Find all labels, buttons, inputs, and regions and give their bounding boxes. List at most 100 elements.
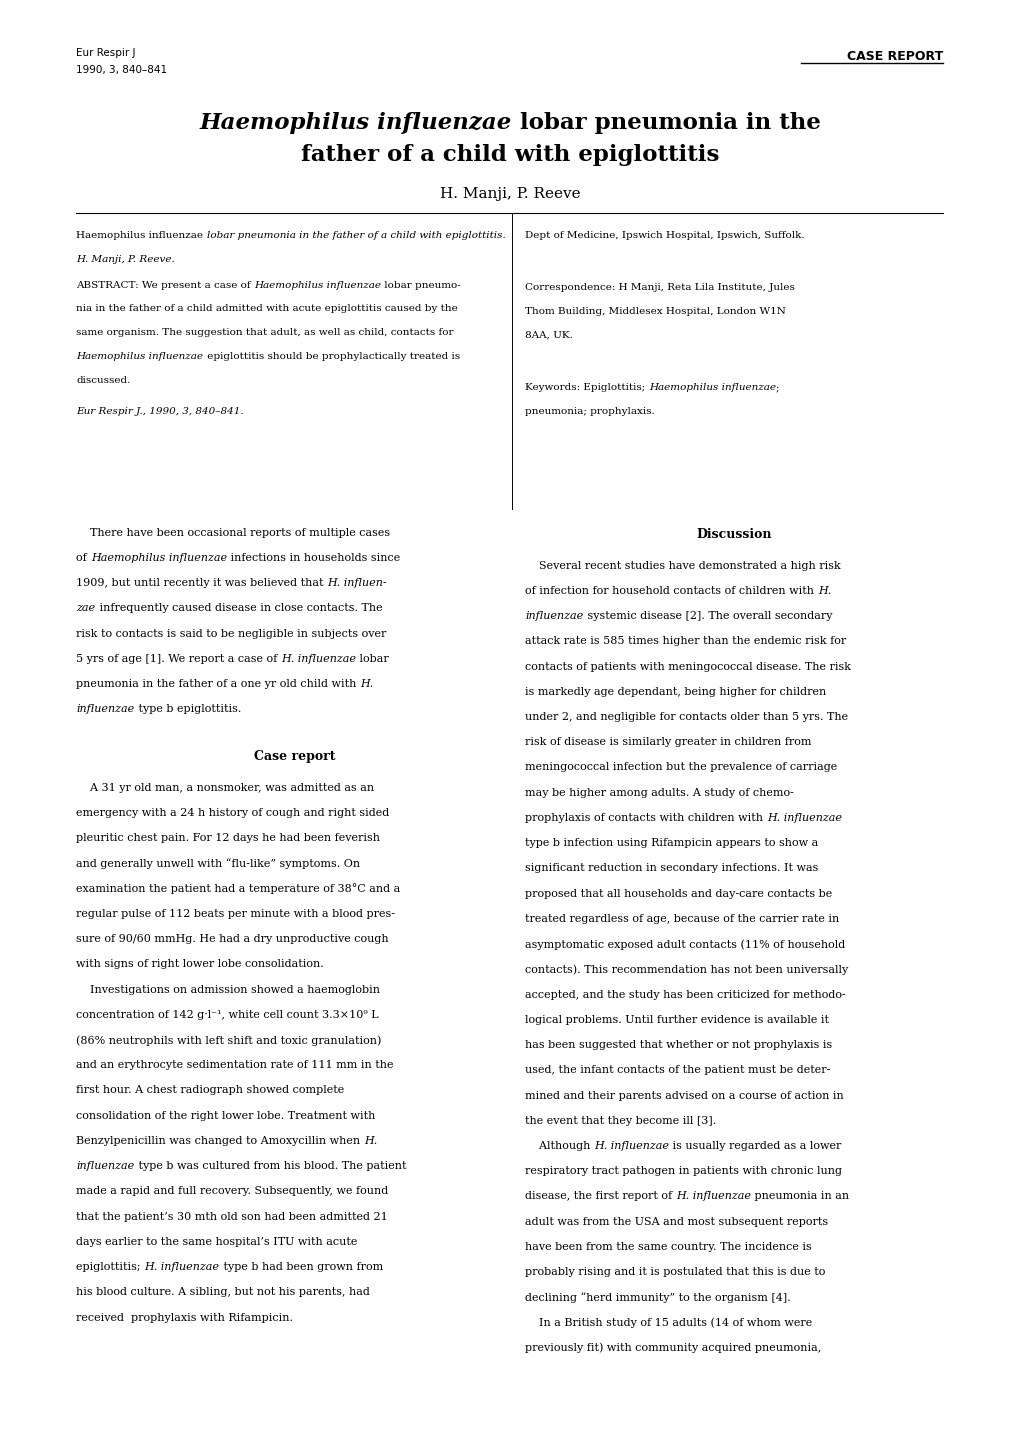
Text: received  prophylaxis with Rifampicin.: received prophylaxis with Rifampicin.: [76, 1312, 293, 1322]
Text: H. influenzae: H. influenzae: [594, 1141, 668, 1151]
Text: H. influenzae: H. influenzae: [145, 1262, 219, 1272]
Text: H.: H.: [364, 1136, 377, 1146]
Text: Dept of Medicine, Ipswich Hospital, Ipswich, Suffolk.: Dept of Medicine, Ipswich Hospital, Ipsw…: [525, 231, 804, 239]
Text: type b was cultured from his blood. The patient: type b was cultured from his blood. The …: [135, 1161, 406, 1171]
Text: is markedly age dependant, being higher for children: is markedly age dependant, being higher …: [525, 686, 825, 696]
Text: that the patient’s 30 mth old son had been admitted 21: that the patient’s 30 mth old son had be…: [76, 1211, 388, 1221]
Text: significant reduction in secondary infections. It was: significant reduction in secondary infec…: [525, 864, 818, 874]
Text: disease, the first report of: disease, the first report of: [525, 1191, 676, 1201]
Text: probably rising and it is postulated that this is due to: probably rising and it is postulated tha…: [525, 1268, 824, 1278]
Text: Benzylpenicillin was changed to Amoxycillin when: Benzylpenicillin was changed to Amoxycil…: [76, 1136, 364, 1146]
Text: sure of 90/60 mmHg. He had a dry unproductive cough: sure of 90/60 mmHg. He had a dry unprodu…: [76, 934, 388, 945]
Text: (86% neutrophils with left shift and toxic granulation): (86% neutrophils with left shift and tox…: [76, 1035, 381, 1045]
Text: Haemophilus influenzae: Haemophilus influenzae: [254, 281, 381, 290]
Text: lobar pneumonia in the: lobar pneumonia in the: [512, 112, 819, 134]
Text: 8AA, UK.: 8AA, UK.: [525, 330, 573, 340]
Text: discussed.: discussed.: [76, 376, 130, 385]
Text: type b epiglottitis.: type b epiglottitis.: [135, 704, 240, 714]
Text: respiratory tract pathogen in patients with chronic lung: respiratory tract pathogen in patients w…: [525, 1167, 842, 1177]
Text: and generally unwell with “flu-like” symptoms. On: and generally unwell with “flu-like” sym…: [76, 858, 361, 870]
Text: Case report: Case report: [254, 750, 334, 763]
Text: There have been occasional reports of multiple cases: There have been occasional reports of mu…: [76, 528, 390, 538]
Text: contacts). This recommendation has not been universally: contacts). This recommendation has not b…: [525, 965, 848, 975]
Text: first hour. A chest radiograph showed complete: first hour. A chest radiograph showed co…: [76, 1086, 344, 1096]
Text: Several recent studies have demonstrated a high risk: Several recent studies have demonstrated…: [525, 561, 841, 571]
Text: prophylaxis of contacts with children with: prophylaxis of contacts with children wi…: [525, 813, 766, 823]
Text: Haemophilus influenzae: Haemophilus influenzae: [76, 231, 207, 239]
Text: H. influen-: H. influen-: [327, 578, 387, 588]
Text: the event that they become ill [3].: the event that they become ill [3].: [525, 1116, 716, 1126]
Text: of: of: [76, 552, 91, 562]
Text: pneumonia in the father of a one yr old child with: pneumonia in the father of a one yr old …: [76, 679, 360, 689]
Text: influenzae: influenzae: [525, 611, 583, 622]
Text: made a rapid and full recovery. Subsequently, we found: made a rapid and full recovery. Subseque…: [76, 1187, 388, 1197]
Text: lobar: lobar: [356, 653, 388, 663]
Text: Although: Although: [525, 1141, 594, 1151]
Text: risk to contacts is said to be negligible in subjects over: risk to contacts is said to be negligibl…: [76, 629, 386, 639]
Text: Haemophilus influenzae: Haemophilus influenzae: [648, 384, 775, 392]
Text: emergency with a 24 h history of cough and right sided: emergency with a 24 h history of cough a…: [76, 808, 389, 818]
Text: ;: ;: [775, 384, 779, 392]
Text: Thom Building, Middlesex Hospital, London W1N: Thom Building, Middlesex Hospital, Londo…: [525, 307, 786, 316]
Text: systemic disease [2]. The overall secondary: systemic disease [2]. The overall second…: [583, 611, 832, 622]
Text: lobar pneumo-: lobar pneumo-: [381, 281, 461, 290]
Text: declining “herd immunity” to the organism [4].: declining “herd immunity” to the organis…: [525, 1292, 791, 1304]
Text: previously fit) with community acquired pneumonia,: previously fit) with community acquired …: [525, 1343, 820, 1354]
Text: pneumonia in an: pneumonia in an: [750, 1191, 848, 1201]
Text: 1990, 3, 840–841: 1990, 3, 840–841: [76, 65, 167, 75]
Text: accepted, and the study has been criticized for methodo-: accepted, and the study has been critici…: [525, 989, 845, 999]
Text: his blood culture. A sibling, but not his parents, had: his blood culture. A sibling, but not hi…: [76, 1288, 370, 1298]
Text: contacts of patients with meningococcal disease. The risk: contacts of patients with meningococcal …: [525, 662, 851, 672]
Text: consolidation of the right lower lobe. Treatment with: consolidation of the right lower lobe. T…: [76, 1110, 376, 1120]
Text: Eur Respir J., 1990, 3, 840–841.: Eur Respir J., 1990, 3, 840–841.: [76, 407, 244, 415]
Text: 5 yrs of age [1]. We report a case of: 5 yrs of age [1]. We report a case of: [76, 653, 281, 663]
Text: attack rate is 585 times higher than the endemic risk for: attack rate is 585 times higher than the…: [525, 636, 846, 646]
Text: infections in households since: infections in households since: [226, 552, 399, 562]
Text: A 31 yr old man, a nonsmoker, was admitted as an: A 31 yr old man, a nonsmoker, was admitt…: [76, 783, 374, 793]
Text: same organism. The suggestion that adult, as well as child, contacts for: same organism. The suggestion that adult…: [76, 329, 453, 337]
Text: CASE REPORT: CASE REPORT: [847, 50, 943, 63]
Text: pneumonia; prophylaxis.: pneumonia; prophylaxis.: [525, 407, 654, 415]
Text: treated regardless of age, because of the carrier rate in: treated regardless of age, because of th…: [525, 914, 839, 924]
Text: Haemophilus influenzae: Haemophilus influenzae: [76, 352, 204, 360]
Text: regular pulse of 112 beats per minute with a blood pres-: regular pulse of 112 beats per minute wi…: [76, 908, 395, 919]
Text: ABSTRACT: We present a case of: ABSTRACT: We present a case of: [76, 281, 254, 290]
Text: H. Manji, P. Reeve.: H. Manji, P. Reeve.: [76, 254, 175, 264]
Text: Haemophilus influenzae: Haemophilus influenzae: [91, 552, 226, 562]
Text: infrequently caused disease in close contacts. The: infrequently caused disease in close con…: [96, 603, 382, 613]
Text: examination the patient had a temperature of 38°C and a: examination the patient had a temperatur…: [76, 884, 400, 894]
Text: Haemophilus influenzae: Haemophilus influenzae: [200, 112, 512, 134]
Text: adult was from the USA and most subsequent reports: adult was from the USA and most subseque…: [525, 1217, 827, 1227]
Text: influenzae: influenzae: [76, 1161, 135, 1171]
Text: and an erythrocyte sedimentation rate of 111 mm in the: and an erythrocyte sedimentation rate of…: [76, 1060, 393, 1070]
Text: Discussion: Discussion: [696, 528, 771, 541]
Text: H. influenzae: H. influenzae: [281, 653, 356, 663]
Text: mined and their parents advised on a course of action in: mined and their parents advised on a cou…: [525, 1090, 844, 1100]
Text: zae: zae: [76, 603, 96, 613]
Text: may be higher among adults. A study of chemo-: may be higher among adults. A study of c…: [525, 787, 794, 797]
Text: 1909, but until recently it was believed that: 1909, but until recently it was believed…: [76, 578, 327, 588]
Text: H. influenzae: H. influenzae: [676, 1191, 750, 1201]
Text: under 2, and negligible for contacts older than 5 yrs. The: under 2, and negligible for contacts old…: [525, 712, 848, 722]
Text: meningococcal infection but the prevalence of carriage: meningococcal infection but the prevalen…: [525, 763, 837, 773]
Text: In a British study of 15 adults (14 of whom were: In a British study of 15 adults (14 of w…: [525, 1318, 812, 1328]
Text: epiglottitis;: epiglottitis;: [76, 1262, 145, 1272]
Text: H.: H.: [360, 679, 373, 689]
Text: of infection for household contacts of children with: of infection for household contacts of c…: [525, 585, 817, 596]
Text: used, the infant contacts of the patient must be deter-: used, the infant contacts of the patient…: [525, 1066, 829, 1076]
Text: nia in the father of a child admitted with acute epiglottitis caused by the: nia in the father of a child admitted wi…: [76, 304, 458, 313]
Text: days earlier to the same hospital’s ITU with acute: days earlier to the same hospital’s ITU …: [76, 1237, 358, 1247]
Text: have been from the same country. The incidence is: have been from the same country. The inc…: [525, 1242, 811, 1252]
Text: type b had been grown from: type b had been grown from: [219, 1262, 382, 1272]
Text: proposed that all households and day-care contacts be: proposed that all households and day-car…: [525, 888, 832, 898]
Text: has been suggested that whether or not prophylaxis is: has been suggested that whether or not p…: [525, 1040, 832, 1050]
Text: Keywords: Epiglottitis;: Keywords: Epiglottitis;: [525, 384, 648, 392]
Text: influenzae: influenzae: [76, 704, 135, 714]
Text: Eur Respir J: Eur Respir J: [76, 48, 136, 58]
Text: H. Manji, P. Reeve: H. Manji, P. Reeve: [439, 187, 580, 202]
Text: type b infection using Rifampicin appears to show a: type b infection using Rifampicin appear…: [525, 838, 818, 848]
Text: pleuritic chest pain. For 12 days he had been feverish: pleuritic chest pain. For 12 days he had…: [76, 833, 380, 844]
Text: father of a child with epiglottitis: father of a child with epiglottitis: [301, 144, 718, 166]
Text: lobar pneumonia in the father of a child with epiglottitis.: lobar pneumonia in the father of a child…: [207, 231, 505, 239]
Text: Investigations on admission showed a haemoglobin: Investigations on admission showed a hae…: [76, 985, 380, 995]
